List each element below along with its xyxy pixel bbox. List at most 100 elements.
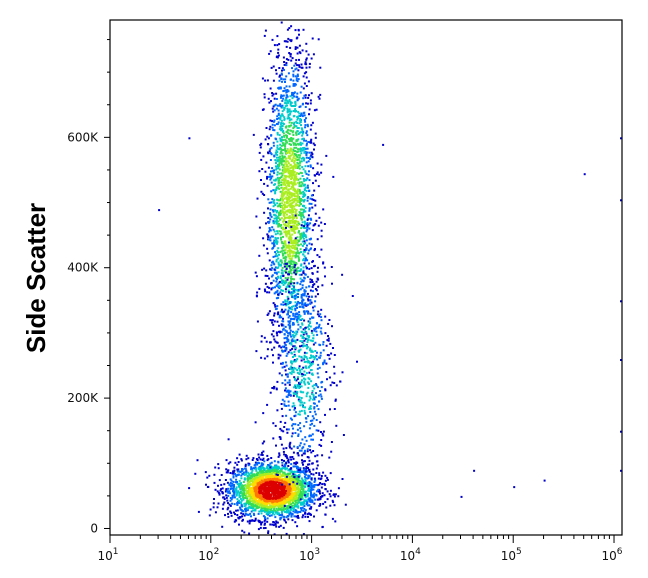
dot [298,270,301,272]
dot [278,158,281,161]
dot [269,125,272,128]
dot [270,100,272,103]
dot [297,315,299,318]
dot [286,431,289,434]
dot [293,278,295,281]
dot [274,478,276,481]
dot [294,309,297,312]
dot [296,467,298,470]
dot [250,468,253,471]
dot [285,532,288,535]
dot [314,455,317,458]
dot [221,492,224,495]
dot [280,172,283,175]
dot [303,255,306,258]
dot [284,389,286,392]
dot [282,478,285,481]
dot [300,507,302,510]
dot [302,112,305,115]
dot [268,101,271,104]
dot [320,171,323,174]
dot [291,456,294,458]
dot [296,501,299,504]
dot [307,186,309,189]
dot [298,181,301,184]
dot [281,269,284,272]
dot [292,148,295,151]
dot [280,496,283,499]
dot [251,480,254,482]
dot [297,204,300,207]
dot [276,153,279,156]
dot [290,447,293,450]
dot [300,181,303,184]
dot [284,206,286,209]
dot [316,162,319,165]
dot [282,90,285,92]
dot [277,177,280,180]
dot [320,495,322,498]
dot [303,82,306,85]
dot [268,128,271,131]
dot [241,515,243,518]
dot [316,171,319,174]
dot [317,266,319,269]
dot [237,461,240,463]
dot [310,243,313,246]
dot [332,501,335,504]
dot [278,454,281,457]
dot [276,499,279,502]
dot [318,315,321,318]
dot [269,212,271,215]
dot [321,526,324,529]
dot [293,503,296,506]
dot [276,160,279,163]
dot [309,155,312,158]
dot [296,118,299,121]
dot [317,490,320,493]
dot [281,282,284,285]
dot [276,305,279,308]
dot [312,53,315,56]
dot [315,108,318,111]
dot [266,233,269,236]
dot [286,129,289,132]
dot [249,476,252,479]
dot [244,465,247,468]
dot [212,506,215,509]
dot [311,121,314,124]
dot [291,338,294,341]
dot [307,498,310,501]
dot [289,149,292,152]
dot [268,512,271,515]
dot [281,174,284,177]
dot [282,78,285,81]
dot [284,288,287,291]
dot [283,214,286,216]
dot [236,498,239,501]
dot [228,490,231,493]
dot [304,478,307,481]
dot [213,473,216,476]
dot [277,117,280,120]
dot [240,459,243,462]
dot [254,508,257,511]
dot [280,96,282,99]
dot [262,477,265,480]
dot [295,37,298,40]
dot [263,34,266,37]
dot [262,500,265,503]
dot [306,102,309,105]
dot [293,376,296,379]
dot [288,327,291,330]
dot [298,479,301,482]
dot [223,498,226,500]
dot [308,459,311,462]
dot [318,504,321,507]
dot [303,235,306,237]
dot [255,499,257,501]
dot [278,496,281,499]
dot [318,173,321,176]
dot [286,478,289,481]
dot [295,481,298,484]
